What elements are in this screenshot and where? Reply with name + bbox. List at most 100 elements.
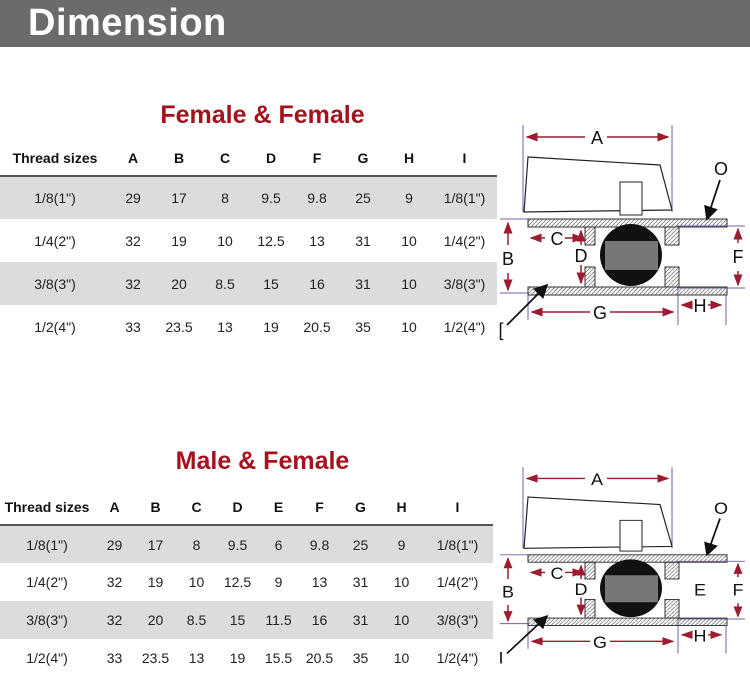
i-pointer-arrow xyxy=(506,283,549,326)
table-cell: 12.5 xyxy=(223,574,252,590)
table-cell: 15 xyxy=(248,262,294,305)
diagram-label-a: A xyxy=(591,470,603,489)
table-cell: 8.5 xyxy=(176,601,217,639)
column-header: A xyxy=(110,140,156,177)
table-cell: 31 xyxy=(340,601,381,639)
o-pointer-arrow xyxy=(704,179,721,221)
table-cell: 17 xyxy=(156,176,202,219)
table-cell: 6 xyxy=(258,525,299,563)
table-cell: 10 xyxy=(217,232,233,249)
table-cell: 31 xyxy=(355,232,371,249)
valve-dimension-diagram-female-female: A B CD F G H [O xyxy=(498,125,745,340)
column-header: Thread sizes xyxy=(0,490,94,526)
table-cell: 33 xyxy=(106,650,123,666)
column-header: Thread sizes xyxy=(0,140,110,177)
column-header: A xyxy=(94,490,135,526)
table-cell: 29 xyxy=(94,525,135,563)
table-cell: 10 xyxy=(401,318,417,335)
diagram-label-c: C xyxy=(551,229,564,249)
table-cell: 35 xyxy=(355,318,371,335)
dimension-table-male-female: Thread sizes A B C D E F G H I 1/8(1") 29 17 8 9.5 6 9.8… xyxy=(0,490,493,677)
valve-handle xyxy=(523,156,673,213)
table-row: 3/8(3") 32 20 8.5 15 11.5 16 31 10 3/8(3") xyxy=(0,601,493,639)
table-cell: 10 xyxy=(381,601,422,639)
o-pointer-arrow xyxy=(704,518,721,557)
table-cell: 10 xyxy=(393,574,410,590)
table-cell: 19 xyxy=(147,574,164,590)
table-cell: 3/8(3") xyxy=(422,601,493,639)
column-header: E xyxy=(258,490,299,526)
table-cell: 13 xyxy=(188,650,205,666)
table-cell: 9.8 xyxy=(299,525,340,563)
diagram-label-h: H xyxy=(694,296,707,316)
seat-ring xyxy=(664,266,680,288)
table-cell: 31 xyxy=(352,574,369,590)
diagram-label-b: B xyxy=(502,582,514,601)
table-cell: 1/2(4") xyxy=(26,650,68,666)
table-cell: 3/8(3") xyxy=(0,601,94,639)
section-title-female-female: Female & Female xyxy=(160,101,365,129)
valve-stem xyxy=(619,519,643,552)
table-cell: 12.5 xyxy=(257,232,285,249)
table-cell: 8.5 xyxy=(202,262,248,305)
column-header: C xyxy=(176,490,217,526)
diagram-label-b: B xyxy=(502,249,514,269)
table-cell: 29 xyxy=(110,176,156,219)
diagram-label-i: I xyxy=(499,648,504,667)
table-cell: 9 xyxy=(386,176,432,219)
table-row: 1/4(2") 32 19 10 12.5 9 13 31 10 1/4(2") xyxy=(0,563,493,601)
column-header: I xyxy=(432,140,497,177)
table-cell: 11.5 xyxy=(258,601,299,639)
table-cell: 33 xyxy=(125,318,141,335)
diagram-label-d: D xyxy=(575,246,588,266)
table-cell: 1/2(4") xyxy=(436,650,479,666)
seat-ring xyxy=(664,226,680,246)
ball-bore xyxy=(605,575,658,603)
table-cell: 15 xyxy=(217,601,258,639)
table-cell: 9.5 xyxy=(248,176,294,219)
table-cell: 16 xyxy=(294,262,340,305)
table-cell: 15.5 xyxy=(264,650,293,666)
table-cell: 25 xyxy=(340,525,381,563)
table-cell: 10 xyxy=(401,232,417,249)
table-cell: 13 xyxy=(311,574,328,590)
table-cell: 1/8(1") xyxy=(432,176,497,219)
table-cell: 9.5 xyxy=(217,525,258,563)
section-title-male-female: Male & Female xyxy=(175,447,350,475)
column-header: H xyxy=(386,140,432,177)
table-cell: 20 xyxy=(156,262,202,305)
table-cell: 13 xyxy=(309,232,325,249)
column-header: C xyxy=(202,140,248,177)
column-header: G xyxy=(340,490,381,526)
seat-ring xyxy=(584,598,596,619)
table-row: 1/8(1") 29 17 8 9.5 6 9.8 25 9 1/8(1") xyxy=(0,525,493,563)
page-header: Dimension xyxy=(0,0,750,47)
table-cell: 8 xyxy=(202,176,248,219)
table-cell: 32 xyxy=(125,232,141,249)
seat-ring xyxy=(584,266,596,288)
column-header: B xyxy=(135,490,176,526)
diagram-label-g: G xyxy=(593,303,607,323)
valve-handle xyxy=(523,496,673,549)
table-cell: 32 xyxy=(94,601,135,639)
diagram-label-d: D xyxy=(574,579,587,598)
table-cell: 23.5 xyxy=(141,650,170,666)
table-cell: 13 xyxy=(217,318,233,335)
table-row: 1/4(2") 32 19 10 12.5 13 31 10 1/4(2") xyxy=(0,219,497,262)
table-cell: 20.5 xyxy=(303,318,331,335)
column-header: F xyxy=(299,490,340,526)
table-cell: 31 xyxy=(340,262,386,305)
diagram-label-g: G xyxy=(593,632,607,651)
page-title: Dimension xyxy=(28,2,227,44)
table-cell: 19 xyxy=(263,318,279,335)
table-cell: 1/4(2") xyxy=(34,232,76,249)
table-cell: 1/2(4") xyxy=(34,318,76,335)
table-cell: 16 xyxy=(299,601,340,639)
diagram-label-f: F xyxy=(733,247,744,267)
valve-dimension-diagram-male-female: A B CD E F G H I O xyxy=(499,467,745,668)
valve-stem xyxy=(619,181,643,216)
table-cell: 23.5 xyxy=(165,318,193,335)
table-cell: 35 xyxy=(352,650,369,666)
ball-bore xyxy=(605,241,658,270)
table-cell: 32 xyxy=(110,262,156,305)
